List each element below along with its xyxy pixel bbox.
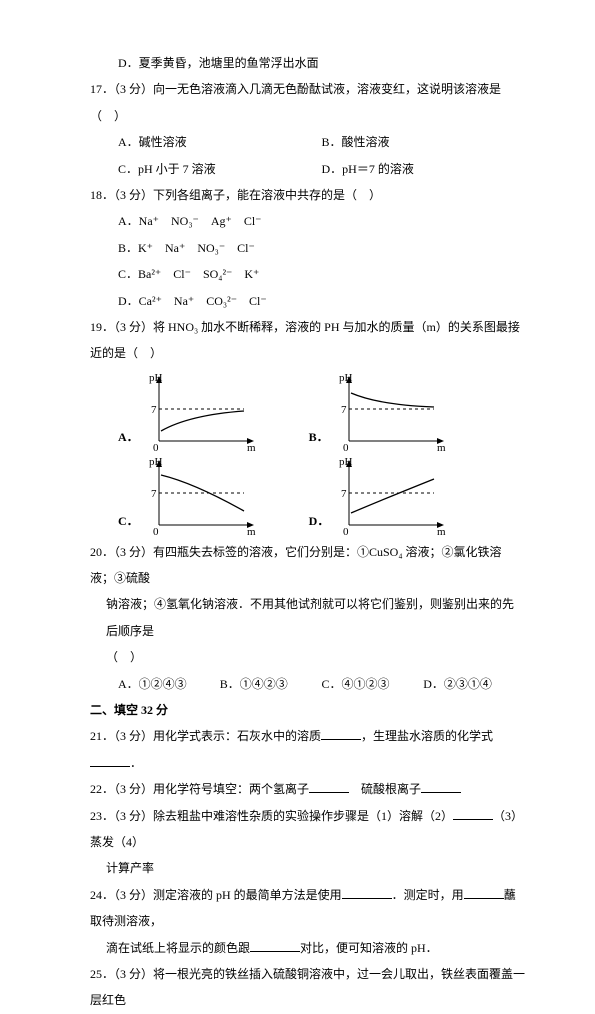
q19-option-d-label: D． xyxy=(309,508,330,534)
q19-chart-b: pH 7 0 m xyxy=(329,371,449,451)
q19-option-b-label: B． xyxy=(309,424,329,450)
q20-stem-2: 钠溶液；④氢氧化钠溶液．不用其他试剂就可以将它们鉴别，则鉴别出来的先后顺序是 xyxy=(90,591,525,644)
q18-option-a: A．Na⁺ NO₃⁻ Ag⁺ Cl⁻ xyxy=(90,208,525,234)
svg-text:m: m xyxy=(437,442,446,451)
q18-option-d: D．Ca²⁺ Na⁺ CO₃²⁻ Cl⁻ xyxy=(90,288,525,314)
q20-stem-3: （ ） xyxy=(90,644,525,670)
q21-blank-2[interactable] xyxy=(90,753,130,767)
q23-blank-1[interactable] xyxy=(453,806,493,820)
q24-line-1: 24．（3 分）测定溶液的 pH 的最简单方法是使用．测定时，用蘸取待测溶液， xyxy=(90,882,525,935)
q20-option-a: A．①②④③ xyxy=(118,671,220,697)
svg-text:0: 0 xyxy=(153,442,159,451)
q19-chart-a: pH 7 0 m xyxy=(139,371,259,451)
q17-option-b: B．酸性溶液 xyxy=(322,129,526,155)
q19-option-c-label: C． xyxy=(118,508,139,534)
q25-line: 25．（3 分）将一根光亮的铁丝插入硫酸铜溶液中，过一会儿取出，铁丝表面覆盖一层… xyxy=(90,961,525,1014)
q17-option-d: D．pH＝7 的溶液 xyxy=(322,156,526,182)
q18-stem: 18．（3 分）下列各组离子，能在溶液中共存的是（ ） xyxy=(90,182,525,208)
q23-line-1: 23．（3 分）除去粗盐中难溶性杂质的实验操作步骤是（1）溶解（2）（3）蒸发（… xyxy=(90,803,525,856)
q21-line: 21．（3 分）用化学式表示：石灰水中的溶质，生理盐水溶质的化学式． xyxy=(90,723,525,776)
q23-line-2: 计算产率 xyxy=(90,855,525,881)
q19-stem: 19．（3 分）将 HNO₃ 加水不断稀释，溶液的 PH 与加水的质量（m）的关… xyxy=(90,314,525,367)
svg-text:7: 7 xyxy=(151,404,157,416)
q18-option-b: B．K⁺ Na⁺ NO₃⁻ Cl⁻ xyxy=(90,235,525,261)
q24-blank-2[interactable] xyxy=(464,885,504,899)
q17-option-c: C．pH 小于 7 溶液 xyxy=(118,156,322,182)
q18-option-c: C．Ba²⁺ Cl⁻ SO₄²⁻ K⁺ xyxy=(90,261,525,287)
svg-text:7: 7 xyxy=(151,488,157,500)
svg-text:0: 0 xyxy=(153,526,159,535)
svg-text:m: m xyxy=(247,442,256,451)
svg-text:7: 7 xyxy=(341,404,347,416)
q22-line: 22．（3 分）用化学符号填空：两个氢离子 硫酸根离子 xyxy=(90,776,525,802)
svg-text:m: m xyxy=(437,526,446,535)
q24-line-2: 滴在试纸上将显示的颜色跟对比，便可知溶液的 pH． xyxy=(90,935,525,961)
q17-stem: 17．（3 分）向一无色溶液滴入几滴无色酚酞试液，溶液变红，这说明该溶液是（ ） xyxy=(90,76,525,129)
q19-chart-c: pH 7 0 m xyxy=(139,455,259,535)
q22-blank-2[interactable] xyxy=(421,779,461,793)
q20-option-d: D．②③①④ xyxy=(423,671,525,697)
svg-text:0: 0 xyxy=(343,442,349,451)
q20-option-c: C．④①②③ xyxy=(322,671,424,697)
q19-chart-d: pH 7 0 m xyxy=(329,455,449,535)
q24-blank-3[interactable] xyxy=(250,938,300,952)
svg-text:m: m xyxy=(247,526,256,535)
q24-blank-1[interactable] xyxy=(342,885,392,899)
svg-text:7: 7 xyxy=(341,488,347,500)
q16-option-d: D．夏季黄昏，池塘里的鱼常浮出水面 xyxy=(90,50,525,76)
svg-text:0: 0 xyxy=(343,526,349,535)
q17-option-a: A．碱性溶液 xyxy=(118,129,322,155)
q19-option-a-label: A． xyxy=(118,424,139,450)
q21-blank-1[interactable] xyxy=(321,726,361,740)
q20-stem-1: 20．（3 分）有四瓶失去标签的溶液，它们分别是：①CuSO₄ 溶液；②氯化铁溶… xyxy=(90,539,525,592)
q22-blank-1[interactable] xyxy=(309,779,349,793)
section-2-heading: 二、填空 32 分 xyxy=(90,697,525,723)
q20-option-b: B．①④②③ xyxy=(220,671,322,697)
